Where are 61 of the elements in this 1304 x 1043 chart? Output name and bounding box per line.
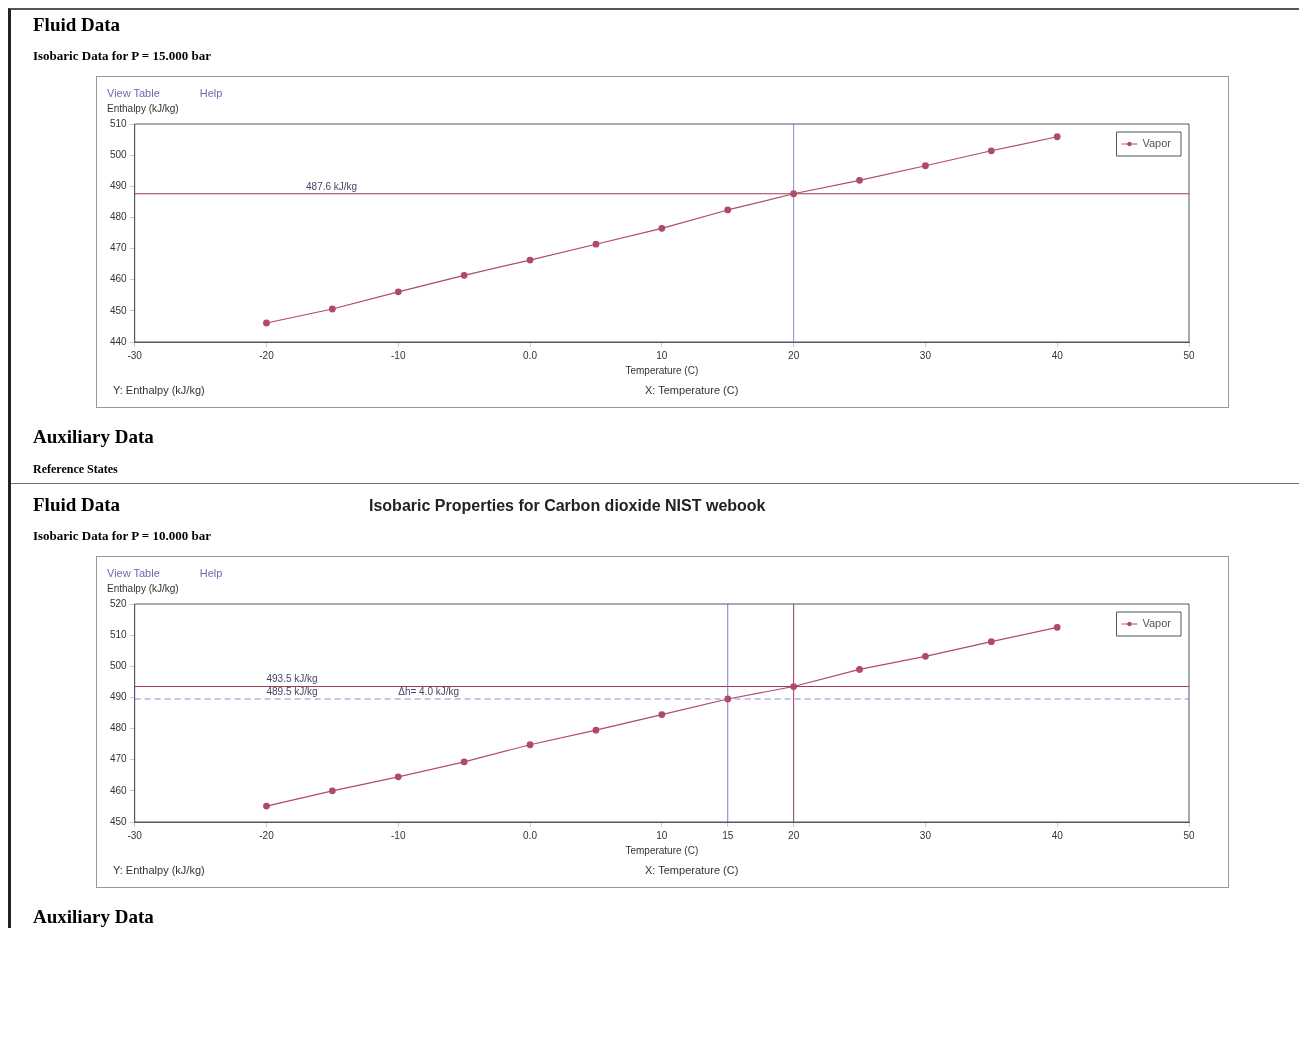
annotation: 487.6 kJ/kg: [306, 180, 358, 192]
x-tick-label: 20: [788, 349, 800, 361]
text: Fluid Data: [33, 14, 122, 36]
y-tick-label: 500: [110, 660, 128, 672]
text: Auxiliary Data: [33, 906, 155, 928]
y-tick-label: 470: [110, 242, 128, 254]
y-tick-label: 490: [110, 691, 128, 703]
text: Reference States: [11, 462, 1299, 484]
x-tick-label: -10: [391, 349, 406, 361]
x-axis-title: Temperature (C): [625, 844, 699, 856]
y-tick-label: 450: [110, 815, 128, 827]
legend-label: Vapor: [1142, 137, 1172, 150]
x-tick-label: 50: [1183, 349, 1195, 361]
chart-subtitle: Isobaric Data for P = 10.000 bar: [33, 528, 212, 545]
annotation: 493.5 kJ/kg: [266, 673, 318, 685]
y-axis-title: Enthalpy (kJ/kg): [107, 103, 180, 115]
text: Y: Enthalpy (kJ/kg): [112, 863, 206, 878]
x-tick-label: 10: [656, 829, 668, 841]
y-tick-label: 490: [110, 180, 128, 192]
x-tick-label: 0.0: [523, 829, 538, 841]
x-tick-label: 0.0: [523, 349, 538, 361]
legend-label: Vapor: [1142, 617, 1172, 630]
y-tick-label: 460: [110, 273, 128, 285]
x-tick-label: 30: [919, 829, 932, 841]
x-tick-label: -30: [127, 829, 143, 841]
text: View Table: [107, 567, 160, 579]
y-tick-label: 520: [110, 597, 128, 609]
x-tick-label: 10: [656, 349, 668, 361]
x-tick-label: -20: [259, 349, 275, 361]
y-tick-label: 460: [110, 784, 128, 796]
x-tick-label: -30: [127, 349, 143, 361]
y-tick-label: 500: [110, 148, 128, 160]
text: Fluid Data: [33, 494, 122, 516]
chart-title: Isobaric Properties for Carbon dioxide NIST webook: [369, 497, 766, 515]
x-tick-label: 30: [919, 349, 932, 361]
text: Help: [199, 87, 223, 99]
x-tick-label: -10: [391, 829, 406, 841]
y-tick-label: 470: [110, 753, 128, 765]
x-tick-label: -20: [259, 829, 275, 841]
chart-subtitle: Isobaric Data for P = 15.000 bar: [33, 48, 212, 65]
annotation: Δh= 4.0 kJ/kg: [398, 685, 460, 697]
x-axis-title: Temperature (C): [625, 364, 699, 376]
y-tick-label: 450: [110, 304, 128, 316]
y-tick-label: 510: [110, 117, 128, 129]
x-tick-label: 50: [1183, 829, 1195, 841]
text: Auxiliary Data: [33, 426, 155, 448]
y-tick-label: 510: [110, 628, 128, 640]
x-tick-label: 40: [1051, 829, 1064, 841]
text: X: Temperature (C): [644, 383, 740, 398]
text: Help: [199, 567, 223, 579]
x-tick-label: 20: [788, 829, 800, 841]
annotation: 489.5 kJ/kg: [266, 685, 318, 697]
text: X: Temperature (C): [644, 863, 740, 878]
y-tick-label: 480: [110, 722, 128, 734]
x-tick-label: 40: [1051, 349, 1064, 361]
text: Y: Enthalpy (kJ/kg): [112, 383, 206, 398]
y-tick-label: 480: [110, 211, 128, 223]
x-tick-label: 15: [722, 829, 734, 841]
y-axis-title: Enthalpy (kJ/kg): [107, 583, 180, 595]
text: View Table: [107, 87, 160, 99]
y-tick-label: 440: [110, 335, 128, 347]
